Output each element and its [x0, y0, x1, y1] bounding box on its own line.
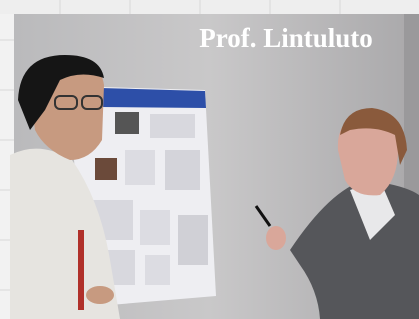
page: Prof. Lintuluto (() => { const data = JS… — [0, 0, 419, 319]
photo: Prof. Lintuluto — [0, 0, 419, 319]
caption: Prof. Lintuluto — [199, 23, 373, 53]
